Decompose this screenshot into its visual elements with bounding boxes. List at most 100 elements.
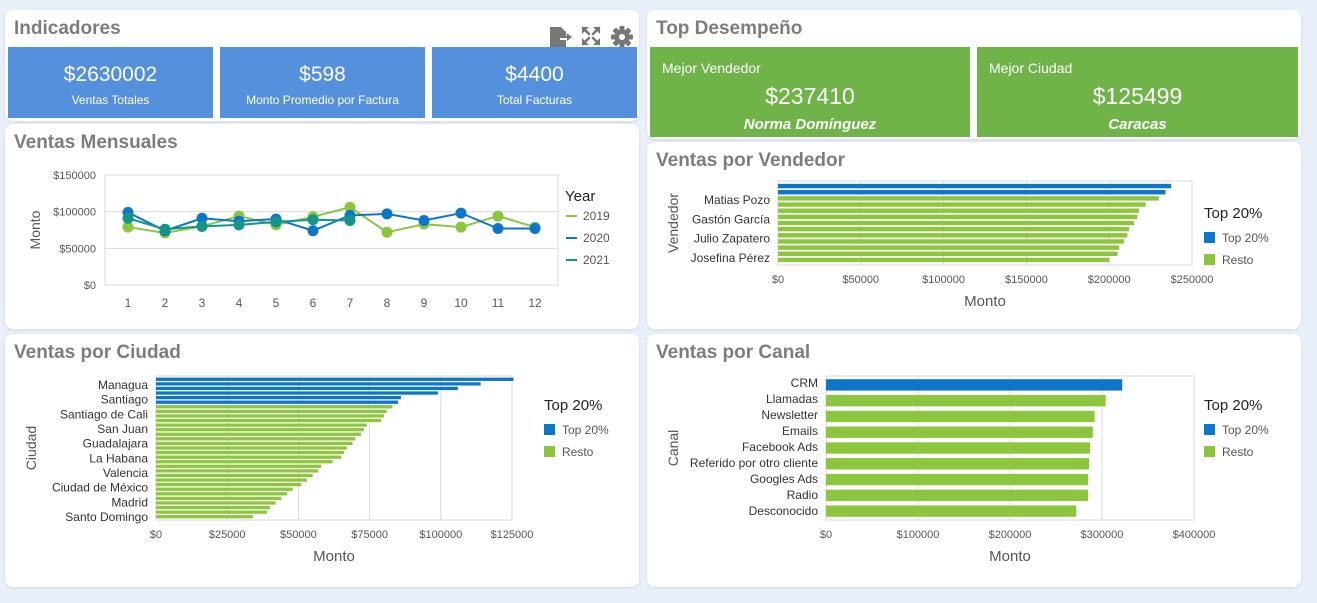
mejor-vendedor-card[interactable]: Mejor Vendedor $237410 Norma Domínguez [650, 47, 970, 137]
bar [778, 190, 1166, 195]
ventas-canal-chart[interactable]: $0 $100000 $200000 $300000 $400000 CRM Llamada… [647, 334, 1301, 587]
x-tick-label: $50000 [280, 529, 317, 541]
x-tick-label: 10 [454, 296, 468, 310]
bar [156, 450, 344, 455]
kpi-monto-promedio[interactable]: $598 Monto Promedio por Factura [220, 47, 425, 118]
ventas-ciudad-title: Ventas por Ciudad [14, 342, 181, 363]
x-tick-label: $200000 [989, 529, 1032, 541]
x-tick-label: $300000 [1081, 529, 1124, 541]
y-tick-label: $0 [84, 280, 96, 292]
ventas-ciudad-chart[interactable]: $0 $25000 $50000 $75000 $100000 $125000 Managu… [5, 334, 639, 587]
bar [778, 245, 1120, 250]
bar [156, 510, 268, 514]
legend-title: Top 20% [1204, 397, 1262, 414]
y-tick-label: San Juan [97, 422, 148, 436]
bar [156, 400, 399, 404]
legend-swatch [1204, 424, 1215, 435]
y-tick-label: La Habana [89, 451, 148, 465]
data-point-2019 [455, 221, 467, 233]
bar [778, 239, 1125, 244]
x-tick-label: 11 [492, 296, 505, 310]
legend-label: Resto [1222, 253, 1254, 267]
data-point-2021 [122, 212, 134, 224]
bar [156, 409, 387, 414]
bar [778, 183, 1172, 189]
y-tick-label: Newsletter [761, 408, 818, 422]
bar [778, 202, 1146, 207]
legend-swatch [1204, 254, 1215, 265]
bar [156, 391, 438, 395]
card-value: $125499 [1092, 83, 1183, 109]
y-axis-label: Vendedor [665, 193, 681, 253]
x-tick-label: $125000 [491, 529, 534, 541]
x-tick-label: $25000 [209, 529, 246, 541]
bar [778, 251, 1118, 256]
data-point-2019 [492, 210, 504, 222]
kpi-label: Total Facturas [496, 93, 573, 107]
export-icon[interactable] [548, 26, 572, 48]
x-tick-label: 9 [421, 296, 428, 310]
kpi-ventas-totales[interactable]: $2630002 Ventas Totales [8, 47, 213, 118]
x-tick-label: 6 [310, 296, 317, 310]
card-label: Mejor Ciudad [989, 60, 1073, 76]
x-tick-label: 12 [528, 296, 542, 310]
bar [156, 441, 353, 446]
kpi-label: Monto Promedio por Factura [246, 93, 399, 107]
legend-label: Resto [562, 445, 594, 459]
y-tick-label: Guadalajara [83, 437, 149, 451]
indicadores-panel: Indicadores $2630002 Ventas Totales $59 [5, 10, 639, 121]
data-point-2020 [307, 225, 319, 237]
data-point-2021 [233, 219, 245, 231]
bar [826, 379, 1123, 391]
bar [156, 501, 276, 505]
bar [156, 414, 384, 418]
y-tick-label: Managua [98, 378, 148, 392]
y-tick-label: Ciudad de México [52, 481, 148, 495]
kpi-total-facturas[interactable]: $4400 Total Facturas [432, 47, 637, 118]
legend-swatch [544, 446, 555, 457]
y-tick-label: Santiago [101, 393, 149, 407]
bar [826, 442, 1091, 454]
x-axis-label: Monto [313, 548, 355, 565]
x-axis-label: Monto [964, 293, 1006, 310]
legend-title: Top 20% [1204, 205, 1262, 222]
y-tick-label: Radio [787, 488, 819, 502]
kpi-value: $598 [299, 63, 346, 86]
bar [156, 478, 307, 482]
x-tick-label: 4 [236, 296, 243, 310]
y-tick-label: Matias Pozo [704, 193, 770, 207]
data-point-2020 [196, 212, 208, 224]
expand-icon[interactable] [581, 26, 601, 46]
data-point-2021 [196, 220, 208, 232]
legend-label: 2020 [583, 231, 610, 245]
legend-label: 2021 [583, 253, 610, 267]
y-tick-label: $50000 [59, 243, 96, 255]
top-desempeno-panel: Top Desempeño Mejor Vendedor $237410 Nor… [647, 10, 1301, 139]
bar [156, 386, 458, 391]
bar [156, 515, 253, 519]
bar [778, 220, 1135, 226]
y-tick-label: Emails [782, 424, 818, 438]
data-point-2019 [122, 221, 134, 233]
bar [778, 233, 1128, 238]
legend-label: Top 20% [1222, 423, 1269, 437]
x-tick-label: 1 [125, 296, 132, 310]
x-tick-label: $100000 [922, 274, 965, 286]
mejor-ciudad-card[interactable]: Mejor Ciudad $125499 Caracas [977, 47, 1298, 137]
x-tick-label: $100000 [897, 529, 940, 541]
bar [778, 208, 1140, 213]
bar [778, 214, 1138, 220]
x-tick-label: $200000 [1088, 274, 1131, 286]
y-tick-label: Julio Zapatero [694, 232, 770, 246]
kpi-label: Ventas Totales [71, 93, 150, 107]
gear-icon[interactable] [611, 26, 633, 48]
y-tick-label: $100000 [53, 207, 96, 219]
x-tick-label: $150000 [1005, 274, 1048, 286]
series-line-2020 [127, 211, 535, 232]
ventas-vendedor-chart[interactable]: $0 $50000 $100000 $150000 $200000 $250000 Mati… [647, 142, 1301, 329]
bar [826, 489, 1089, 502]
data-point-2020 [455, 207, 467, 219]
ventas-vendedor-title: Ventas por Vendedor [656, 150, 845, 171]
indicadores-title: Indicadores [14, 18, 121, 39]
